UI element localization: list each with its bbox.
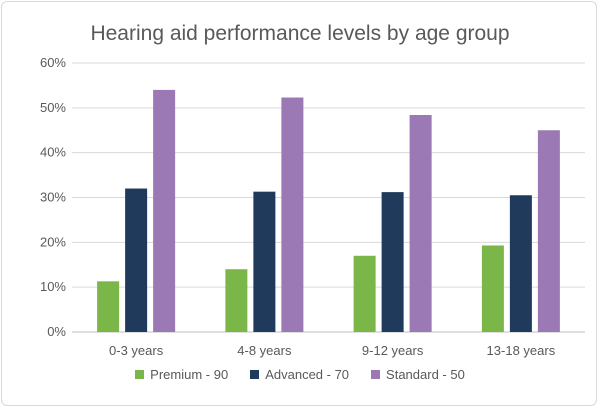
bar (97, 281, 120, 332)
bar (381, 192, 404, 332)
chart-legend: Premium - 90 Advanced - 70 Standard - 50 (0, 367, 600, 382)
y-tick-label: 50% (40, 100, 66, 115)
x-tick-label: 13-18 years (487, 343, 556, 358)
bar (281, 97, 304, 332)
legend-label: Standard - 50 (386, 367, 465, 382)
bar (125, 188, 148, 332)
bar (509, 195, 532, 332)
legend-label: Advanced - 70 (265, 367, 350, 382)
bar (253, 191, 276, 332)
bar (409, 115, 432, 332)
y-tick-label: 40% (40, 145, 66, 160)
legend-swatch (250, 370, 260, 379)
y-tick-label: 0% (47, 324, 66, 339)
bar (537, 130, 560, 332)
x-tick-label: 4-8 years (237, 343, 292, 358)
y-tick-label: 10% (40, 279, 66, 294)
bar (353, 255, 376, 332)
legend-item: Advanced - 70 (250, 367, 349, 382)
x-tick-label: 9-12 years (362, 343, 424, 358)
legend-item: Standard - 50 (371, 367, 465, 382)
y-tick-label: 60% (40, 55, 66, 70)
legend-swatch (371, 370, 381, 379)
legend-label: Premium - 90 (150, 367, 229, 382)
chart-title: Hearing aid performance levels by age gr… (90, 22, 510, 45)
bar (153, 89, 176, 333)
y-tick-label: 30% (40, 190, 66, 205)
legend-swatch (135, 370, 145, 379)
legend-item: Premium - 90 (135, 367, 228, 382)
x-tick-label: 0-3 years (109, 343, 164, 358)
y-tick-label: 20% (40, 234, 66, 249)
bar (225, 269, 248, 332)
bar (481, 245, 504, 332)
